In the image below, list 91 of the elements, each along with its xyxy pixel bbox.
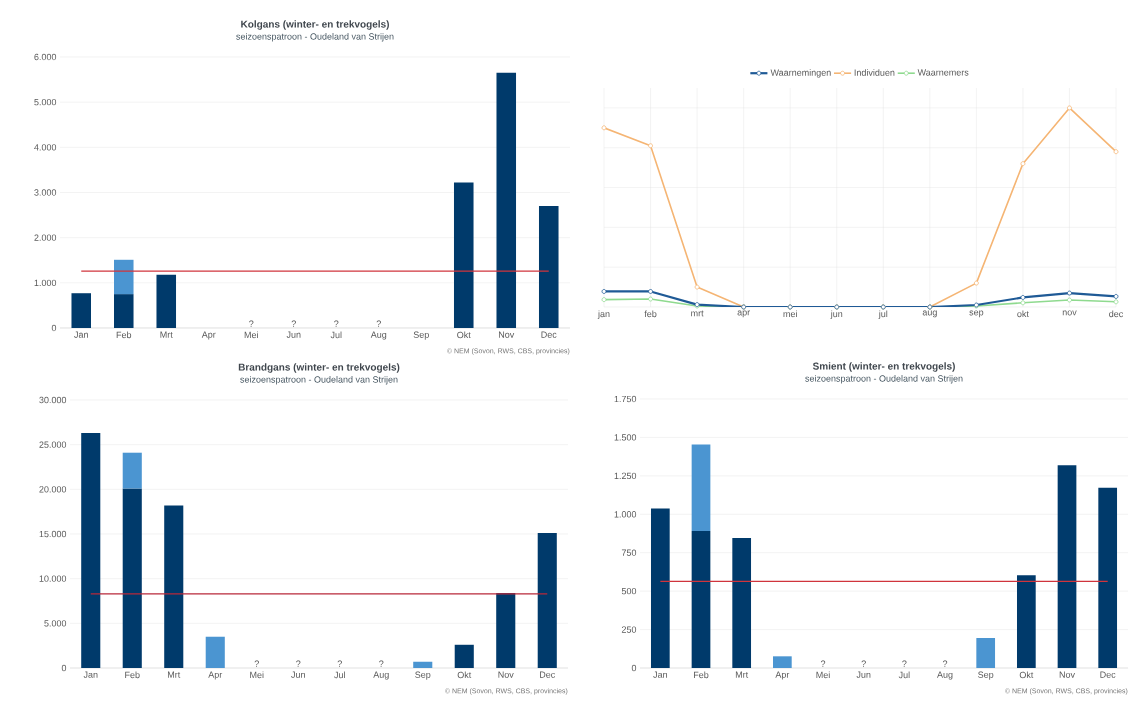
x-tick-label: Feb [693,671,709,679]
chart-subtitle: seizoenspatroon - Oudeland van Strijen [240,376,398,385]
x-tick-label: dec [1109,310,1124,318]
x-tick-label: Mei [816,671,830,679]
x-tick-label: Jun [856,671,871,678]
x-tick-label: Aug [370,331,387,340]
annotation: ? [902,660,907,667]
x-tick-label: jun [830,310,843,319]
x-tick-label: Jan [74,331,88,338]
y-tick-label: 750 [621,549,637,556]
x-tick-label: jan [597,310,610,319]
y-tick-label: 1.500 [614,434,637,441]
x-tick-label: apr [737,310,751,318]
x-tick-label: nov [1062,310,1077,316]
x-tick-label: Dec [1100,671,1116,678]
y-tick-label: 0 [51,324,57,332]
annotation: ? [291,320,296,327]
y-tick-label: 5.000 [34,98,57,106]
y-tick-label: 1.000 [614,511,637,518]
chart-title: Brandgans (winter- en trekvogels) [238,363,400,373]
x-tick-label: mrt [691,310,704,317]
annotation: ? [296,660,301,667]
x-tick-label: Jan [83,671,98,678]
x-tick-label: jul [878,310,888,319]
chart-subtitle: seizoenspatroon - Oudeland van Strijen [236,33,394,42]
y-tick-label: 25.000 [39,441,67,448]
annotation: ? [942,660,948,667]
annotation: ? [249,320,254,327]
legend-label: Waarnemingen [770,69,831,78]
y-tick-label: 2.000 [34,234,57,241]
y-tick-label: 4.000 [34,144,57,151]
x-tick-label: Okt [457,671,472,679]
x-tick-label: Jan [653,671,668,678]
y-tick-label: 500 [621,587,637,595]
y-tick-label: 0 [631,664,637,672]
chart-subtitle: seizoenspatroon - Oudeland van Strijen [805,375,963,384]
x-tick-label: Sep [413,331,429,340]
annotation: ? [820,660,826,667]
x-tick-label: Apr [201,331,216,340]
x-tick-label: Nov [498,671,514,678]
y-tick-label: 3.000 [34,189,57,196]
y-tick-label: 6.000 [34,53,57,61]
x-tick-label: sep [969,310,984,318]
x-tick-label: Apr [775,671,790,680]
legend-label: Waarnemers [917,69,969,76]
annotation: ? [861,660,866,667]
x-tick-label: Jun [286,331,301,338]
annotation: ? [379,660,384,667]
y-tick-label: 20.000 [39,486,67,493]
annotation: ? [334,320,339,327]
annotation: ? [376,320,381,327]
x-tick-label: Okt [1019,671,1034,679]
x-tick-label: okt [1017,310,1029,318]
x-tick-label: Jul [330,331,342,339]
annotation: ? [254,660,259,667]
x-tick-label: Aug [937,671,953,680]
y-tick-label: 250 [621,626,637,633]
x-tick-label: Aug [373,671,389,680]
y-tick-label: 1.250 [614,472,637,480]
legend-label: Individuen [854,69,895,76]
chart-title: Kolgans (winter- en trekvogels) [241,20,389,30]
x-tick-label: Mrt [160,331,173,338]
y-tick-label: 15.000 [39,530,67,538]
x-tick-label: aug [922,310,937,318]
x-tick-label: Feb [116,331,132,339]
chart-title: Smient (winter- en trekvogels) [812,362,955,372]
x-tick-label: Mei [250,671,264,679]
x-tick-label: Mrt [167,671,181,678]
x-tick-label: mei [783,310,797,318]
y-tick-label: 1.750 [614,395,637,403]
x-tick-label: feb [644,310,657,318]
y-tick-label: 30.000 [39,396,67,404]
y-tick-label: 1.000 [34,279,57,287]
y-tick-label: 5.000 [44,620,67,627]
x-tick-label: Okt [457,331,471,339]
x-tick-label: Jul [334,671,345,679]
x-tick-label: Dec [539,671,556,678]
x-tick-label: Sep [415,671,431,680]
x-tick-label: Dec [541,331,557,338]
annotation: ? [337,660,342,667]
x-tick-label: Nov [1059,671,1075,678]
x-tick-label: Jun [291,671,305,678]
y-tick-label: 10.000 [39,575,67,582]
x-tick-label: Mrt [735,671,749,678]
x-tick-label: Jul [898,671,910,679]
x-tick-label: Apr [208,671,223,680]
y-tick-label: 0 [61,664,67,672]
x-tick-label: Mei [244,331,258,339]
x-tick-label: Nov [498,331,515,338]
x-tick-label: Feb [125,671,140,679]
x-tick-label: Sep [978,671,994,680]
